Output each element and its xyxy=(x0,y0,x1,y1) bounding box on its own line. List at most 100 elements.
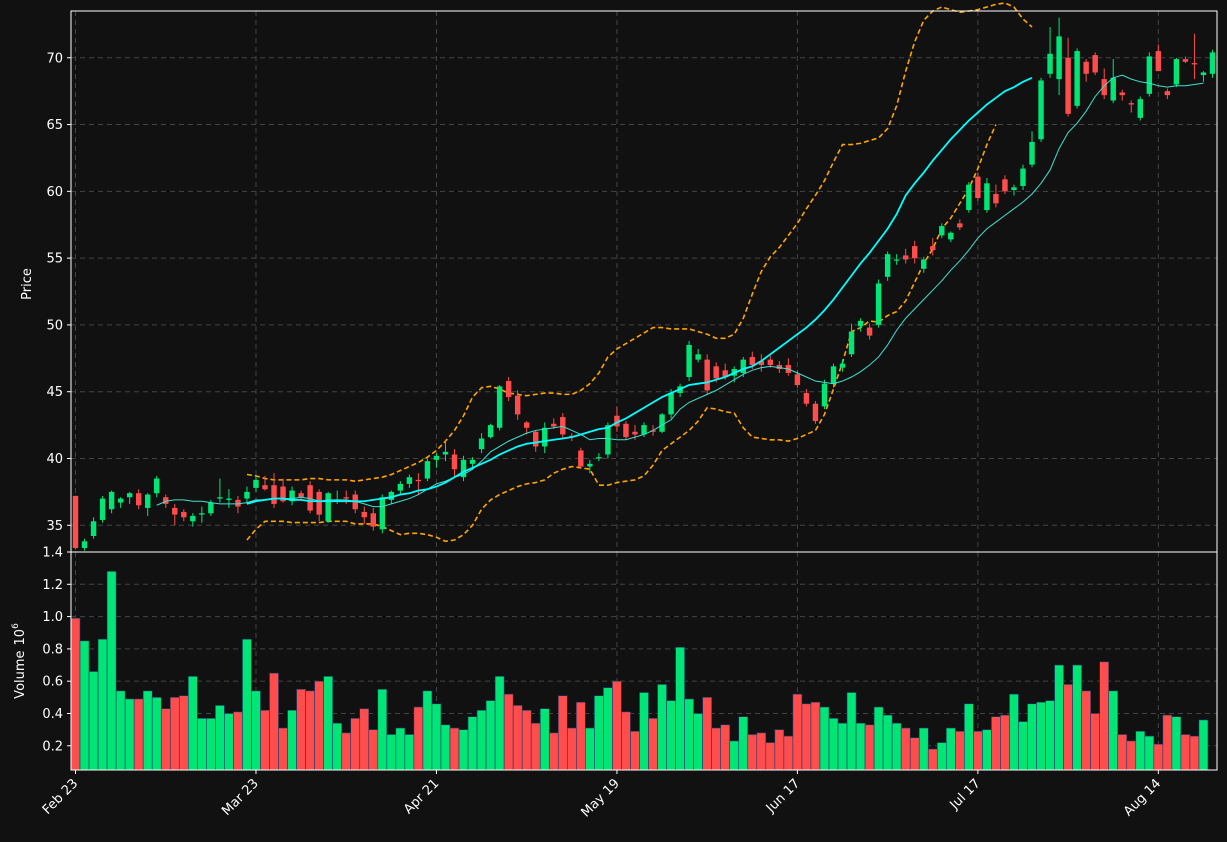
volume-bar xyxy=(810,701,821,771)
candle xyxy=(866,323,873,340)
candle xyxy=(966,181,972,213)
volume-bar xyxy=(1198,719,1209,771)
moving-average-fast-line xyxy=(156,74,1204,508)
candle xyxy=(848,323,855,357)
candle xyxy=(108,490,115,514)
volume-bar-series xyxy=(70,571,1209,771)
candle-body xyxy=(469,459,476,464)
candle-body xyxy=(1119,92,1125,96)
candle xyxy=(135,489,142,510)
candle xyxy=(154,475,160,498)
price-axis-label: Price xyxy=(20,268,35,300)
candle xyxy=(514,390,521,420)
volume-bar xyxy=(169,697,180,771)
candle xyxy=(523,421,530,435)
volume-bar xyxy=(900,727,911,771)
volume-bar xyxy=(539,708,550,771)
candle xyxy=(1191,33,1198,80)
candle xyxy=(379,494,386,534)
candle xyxy=(659,413,665,434)
volume-bar xyxy=(413,706,424,771)
candle xyxy=(433,453,440,468)
volume-bar xyxy=(873,706,884,771)
candle xyxy=(1056,17,1062,96)
volume-bar xyxy=(1144,735,1155,771)
candle xyxy=(81,538,88,551)
candle-body xyxy=(388,491,395,500)
volume-bar xyxy=(1171,716,1182,771)
candle-body xyxy=(1074,51,1080,106)
candle-body xyxy=(280,486,286,502)
candle-body xyxy=(605,425,611,455)
candle xyxy=(181,509,187,522)
candle xyxy=(695,348,701,363)
volume-bar xyxy=(557,695,568,771)
volume-axis: 0.2 0.4 0.6 0.8 1.0 1.2 1.4 xyxy=(42,546,71,754)
volume-bar xyxy=(1072,664,1082,771)
volume-bar xyxy=(251,690,261,771)
candle xyxy=(1173,57,1180,88)
candle-body xyxy=(126,493,133,498)
candle xyxy=(578,447,584,468)
volume-bar xyxy=(70,617,81,771)
price-axis: 35 40 45 50 55 60 65 70 xyxy=(46,51,71,534)
candle-body xyxy=(379,497,386,530)
candle xyxy=(451,449,458,478)
candle-body xyxy=(424,461,431,479)
candle xyxy=(812,401,819,424)
volume-bar xyxy=(964,703,974,771)
candle xyxy=(930,238,936,256)
volume-bar xyxy=(945,727,956,771)
volume-bar xyxy=(747,734,758,771)
candle xyxy=(406,474,413,488)
candle xyxy=(253,475,259,492)
volume-bar xyxy=(729,740,740,771)
volume-bar xyxy=(431,703,442,771)
candle-body xyxy=(199,513,205,515)
candle xyxy=(596,453,602,462)
candle-body xyxy=(99,498,106,520)
candle xyxy=(271,473,277,508)
volume-bar xyxy=(630,730,640,771)
volume-bar xyxy=(133,698,144,771)
volume-bar xyxy=(88,671,99,771)
candle xyxy=(487,423,494,439)
candle xyxy=(190,513,196,527)
volume-bar xyxy=(1054,664,1064,771)
volume-bar xyxy=(521,709,532,771)
candle-body xyxy=(749,356,755,365)
candle xyxy=(1038,77,1044,142)
volume-bar xyxy=(909,737,920,771)
volume-bar xyxy=(305,690,315,771)
volume-bar xyxy=(332,722,343,771)
candle-body xyxy=(722,370,728,378)
volume-bar xyxy=(260,709,270,771)
candle xyxy=(1200,71,1207,82)
volume-tick-label: 0.6 xyxy=(42,675,63,690)
candle xyxy=(144,493,151,516)
volume-bar xyxy=(368,729,379,771)
candle-body xyxy=(993,194,999,204)
volume-bar xyxy=(927,748,938,771)
candle-body xyxy=(758,360,765,365)
candle-body xyxy=(884,254,891,277)
candle xyxy=(460,455,467,482)
candle xyxy=(921,256,927,273)
candle xyxy=(469,457,476,468)
candle-body xyxy=(144,494,151,508)
candle-body xyxy=(253,479,259,488)
candle-body xyxy=(72,495,79,548)
volume-panel: 0.2 0.4 0.6 0.8 1.0 1.2 1.4 Volume 106 xyxy=(11,546,1218,771)
candle-body xyxy=(1092,55,1098,73)
candle-body xyxy=(81,541,88,548)
candle-body xyxy=(930,246,936,251)
candle xyxy=(939,223,945,239)
candle xyxy=(325,491,331,523)
price-tick-label: 50 xyxy=(46,318,63,333)
volume-bar xyxy=(891,722,902,771)
candle-body xyxy=(713,366,719,379)
candle xyxy=(803,389,810,407)
candle-body xyxy=(839,363,846,368)
volume-bar xyxy=(548,732,559,771)
candle xyxy=(984,177,990,213)
